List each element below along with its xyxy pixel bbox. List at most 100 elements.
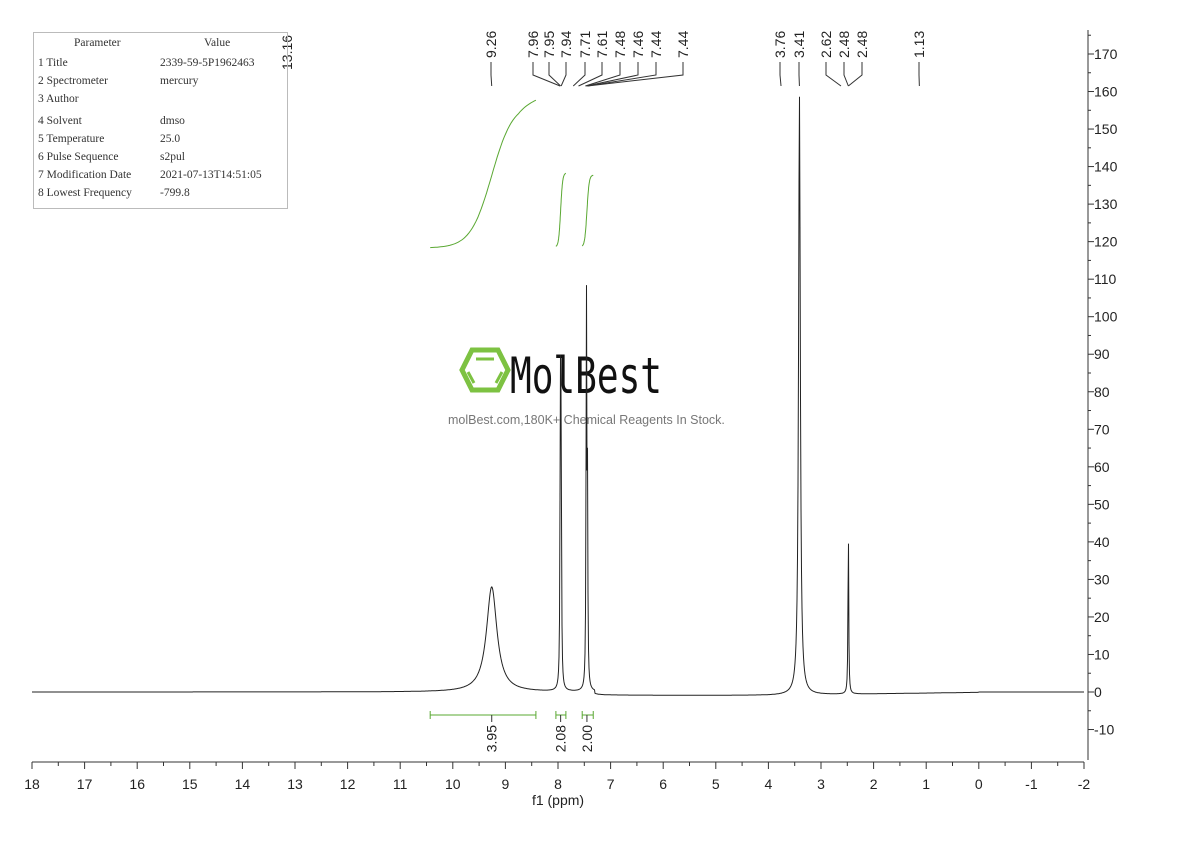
peak-label: 9.26: [483, 31, 499, 58]
y-tick-label: 10: [1094, 646, 1110, 662]
peak-label: 1.13: [911, 31, 927, 58]
x-tick-label: 0: [975, 776, 983, 792]
value-header: Value: [204, 37, 231, 49]
peak-label-connector: [848, 62, 863, 87]
integral-curve: [581, 174, 594, 247]
parameter-value: 2339-59-5P1962463: [160, 57, 255, 69]
x-tick-label: 17: [77, 776, 93, 792]
y-tick-label: 80: [1094, 384, 1110, 400]
parameter-label: 6 Pulse Sequence: [38, 151, 119, 163]
peak-label: 7.44: [648, 31, 664, 58]
x-tick-label: 15: [182, 776, 198, 792]
peak-label-connector: [490, 62, 493, 87]
x-tick-label: 2: [870, 776, 878, 792]
peak-label-connector: [587, 62, 657, 87]
peak-label-connector: [586, 62, 639, 87]
x-tick-label: 7: [607, 776, 615, 792]
x-tick-label: 18: [24, 776, 40, 792]
integral-curve: [430, 99, 537, 249]
peak-label-connector: [578, 62, 603, 87]
parameter-table: Parameter Value 1 Title 2339-59-5P1962463…: [33, 32, 288, 209]
parameter-label: 1 Title: [38, 57, 68, 69]
peak-label-connector: [825, 62, 842, 87]
parameter-header: Parameter: [74, 37, 121, 49]
x-tick-label: 3: [817, 776, 825, 792]
x-tick-label: 8: [554, 776, 562, 792]
peak-label: 7.44: [675, 31, 691, 58]
peak-label-connector: [572, 62, 586, 87]
spectrum-line: [32, 96, 1084, 696]
peak-label-connector: [532, 62, 561, 87]
parameter-label: 7 Modification Date: [38, 169, 132, 181]
peak-label: 7.46: [630, 31, 646, 58]
x-tick-label: 5: [712, 776, 720, 792]
x-tick-label: 1: [922, 776, 930, 792]
x-tick-label: 14: [235, 776, 251, 792]
x-tick-label: 11: [393, 776, 408, 792]
x-tick-label: -1: [1025, 776, 1038, 792]
peak-label: 3.76: [772, 31, 788, 58]
peak-label: 2.48: [854, 31, 870, 58]
parameter-value: -799.8: [160, 187, 190, 199]
x-tick-label: 16: [129, 776, 145, 792]
y-tick-label: 40: [1094, 534, 1110, 550]
benzene-logo-icon: [494, 371, 504, 384]
integral-curve: [555, 172, 567, 247]
peak-label: 3.41: [791, 31, 807, 58]
peak-label-connector: [779, 62, 782, 87]
parameter-value: 2021-07-13T14:51:05: [160, 169, 262, 181]
parameter-label: 8 Lowest Frequency: [38, 187, 132, 199]
watermark-tagline: molBest.com,180K+ Chemical Reagents In S…: [448, 413, 725, 427]
benzene-logo-icon: [466, 371, 476, 384]
benzene-logo-icon: [459, 347, 511, 393]
x-tick-label: -2: [1078, 776, 1091, 792]
peak-label: 7.94: [558, 31, 574, 58]
peak-label: 7.48: [612, 31, 628, 58]
peak-label: 7.96: [525, 31, 541, 58]
x-tick-label: 6: [659, 776, 667, 792]
y-tick-label: 170: [1094, 46, 1118, 62]
parameter-value: mercury: [160, 75, 199, 87]
y-tick-label: 60: [1094, 459, 1110, 475]
parameter-value: 25.0: [160, 133, 181, 145]
y-tick-label: 140: [1094, 159, 1118, 175]
y-tick-label: 130: [1094, 196, 1118, 212]
peak-label-connector: [585, 62, 621, 87]
y-tick-label: 110: [1094, 271, 1117, 287]
parameter-label: 3 Author: [38, 93, 79, 105]
x-tick-label: 4: [765, 776, 773, 792]
x-tick-label: 13: [287, 776, 303, 792]
y-tick-label: 30: [1094, 571, 1110, 587]
y-tick-label: 90: [1094, 346, 1110, 362]
parameter-label: 2 Spectrometer: [38, 75, 108, 87]
peak-label-connector: [843, 62, 849, 87]
y-tick-label: 150: [1094, 121, 1118, 137]
x-tick-label: 12: [340, 776, 356, 792]
peak-label: 2.62: [818, 31, 834, 58]
x-axis-label: f1 (ppm): [532, 792, 584, 808]
peak-label: 7.61: [594, 31, 610, 58]
parameter-label: 5 Temperature: [38, 133, 105, 145]
peak-label-connector: [587, 62, 684, 87]
y-tick-label: 100: [1094, 309, 1118, 325]
y-tick-label: -10: [1094, 722, 1114, 738]
y-tick-label: 120: [1094, 234, 1118, 250]
y-tick-label: 0: [1094, 684, 1102, 700]
peak-label-connector: [560, 62, 567, 87]
parameter-value: dmso: [160, 115, 185, 127]
integral-value: 2.00: [579, 725, 595, 752]
peak-label: 7.95: [541, 31, 557, 58]
parameter-label: 4 Solvent: [38, 115, 82, 127]
y-tick-label: 50: [1094, 496, 1110, 512]
peak-label: 7.71: [577, 31, 593, 58]
y-tick-label: 160: [1094, 84, 1118, 100]
integral-value: 2.08: [553, 725, 569, 752]
x-tick-label: 10: [445, 776, 461, 792]
integral-value: 3.95: [484, 725, 500, 752]
parameter-value: s2pul: [160, 151, 185, 163]
y-tick-label: 20: [1094, 609, 1110, 625]
peak-label-connector: [548, 62, 561, 87]
y-tick-label: 70: [1094, 421, 1110, 437]
x-tick-label: 9: [502, 776, 510, 792]
